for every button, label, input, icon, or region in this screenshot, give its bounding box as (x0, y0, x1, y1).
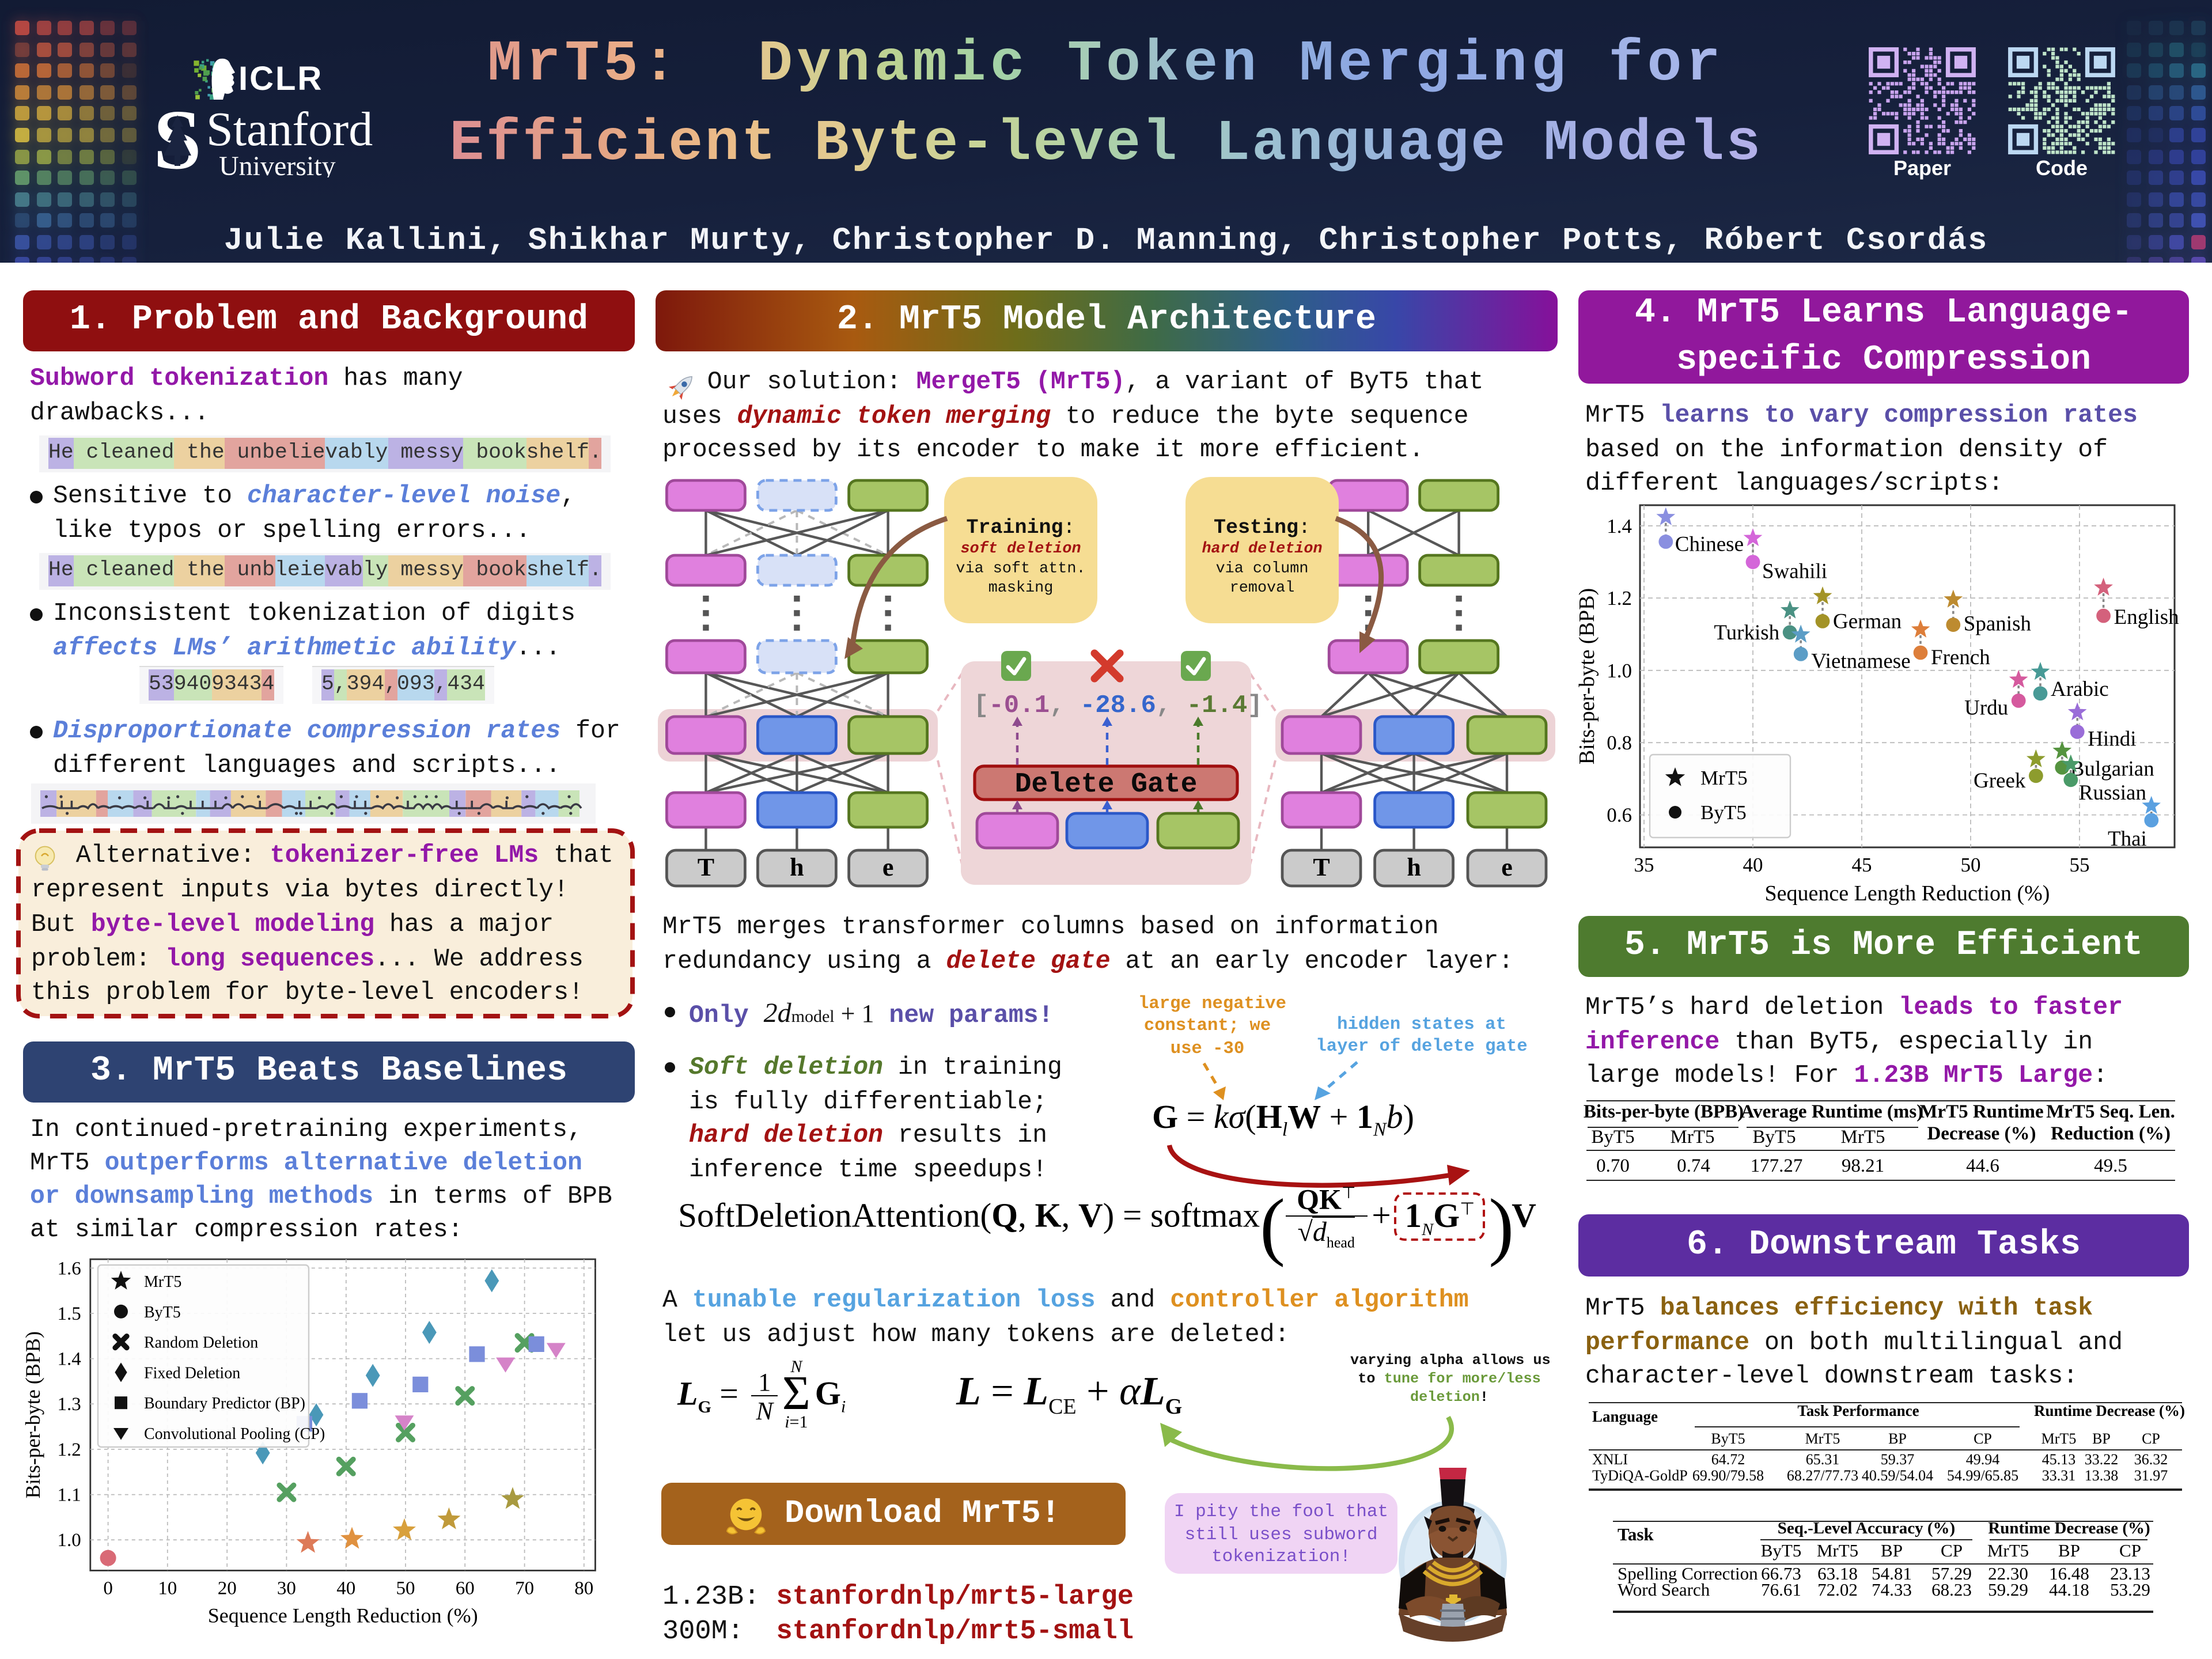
svg-text:[-0.1, -28.6, -1.4]: [-0.1, -28.6, -1.4] (974, 691, 1263, 720)
svg-text:ByT5: ByT5 (1700, 801, 1747, 824)
svg-text:0.8: 0.8 (1607, 732, 1632, 754)
svg-text:1.2: 1.2 (1607, 587, 1632, 609)
svg-text:English: English (2114, 605, 2180, 629)
svg-text:ICLR: ICLR (238, 60, 323, 97)
svg-text:h: h (1407, 853, 1421, 881)
svg-text:T: T (698, 853, 714, 881)
svg-text:Stanford: Stanford (206, 104, 373, 156)
svg-text:hard deletion: hard deletion (1202, 540, 1322, 558)
svg-text:1.0: 1.0 (1607, 660, 1632, 682)
svg-text:80: 80 (574, 1578, 593, 1599)
svg-text:Hindi: Hindi (2088, 727, 2136, 751)
svg-text:Swahili: Swahili (1762, 560, 1827, 584)
svg-text:1.2: 1.2 (58, 1440, 81, 1460)
svg-text:40: 40 (1743, 854, 1763, 876)
svg-text:h: h (790, 853, 804, 881)
svg-text:1.4: 1.4 (58, 1349, 81, 1370)
svg-text:Bits-per-byte (BPB): Bits-per-byte (BPB) (21, 1331, 44, 1498)
svg-text:30: 30 (277, 1578, 296, 1599)
svg-text:55: 55 (2070, 854, 2090, 876)
svg-text:1.5: 1.5 (58, 1304, 81, 1324)
svg-text:1.0: 1.0 (58, 1530, 81, 1551)
svg-text:70: 70 (515, 1578, 534, 1599)
svg-text:45: 45 (1852, 854, 1872, 876)
svg-text:40: 40 (336, 1578, 355, 1599)
svg-text:Spanish: Spanish (1964, 612, 2032, 636)
svg-text:20: 20 (218, 1578, 237, 1599)
svg-text:50: 50 (396, 1578, 415, 1599)
svg-text:1.3: 1.3 (58, 1394, 81, 1415)
svg-text:masking: masking (988, 579, 1054, 597)
svg-text:Boundary Predictor (BP): Boundary Predictor (BP) (144, 1395, 305, 1412)
svg-text:French: French (1931, 646, 1990, 669)
svg-text:Arabic: Arabic (2051, 677, 2109, 701)
svg-text:Training:: Training: (966, 516, 1075, 539)
svg-text:0.6: 0.6 (1607, 804, 1632, 827)
svg-text:0: 0 (103, 1578, 113, 1599)
svg-text:Thai: Thai (2108, 827, 2147, 851)
svg-text:Urdu: Urdu (1964, 696, 2008, 719)
svg-text:via soft attn.: via soft attn. (956, 560, 1085, 577)
svg-text:Random Deletion: Random Deletion (144, 1334, 258, 1352)
svg-text:MrT5: MrT5 (1700, 767, 1748, 789)
svg-text:University: University (219, 151, 336, 177)
svg-text:soft deletion: soft deletion (960, 540, 1081, 558)
svg-text:Sequence Length Reduction (%): Sequence Length Reduction (%) (208, 1604, 478, 1627)
svg-text:1.4: 1.4 (1607, 515, 1632, 537)
svg-text:Vietnamese: Vietnamese (1811, 649, 1910, 673)
svg-text:e: e (1501, 853, 1513, 881)
svg-text:Fixed Deletion: Fixed Deletion (144, 1364, 240, 1382)
svg-text:Chinese: Chinese (1675, 532, 1744, 556)
svg-text:German: German (1833, 609, 1902, 633)
svg-text:Greek: Greek (1974, 769, 2026, 793)
svg-text:10: 10 (158, 1578, 177, 1599)
svg-text:Turkish: Turkish (1714, 621, 1779, 645)
svg-text:50: 50 (1961, 854, 1981, 876)
svg-text:Sequence Length Reduction (%): Sequence Length Reduction (%) (1765, 881, 2050, 906)
svg-text:Bits-per-byte (BPB): Bits-per-byte (BPB) (1575, 588, 1599, 764)
svg-text:Bulgarian: Bulgarian (2070, 757, 2154, 781)
svg-text:1.1: 1.1 (58, 1485, 81, 1506)
svg-text:Convolutional Pooling (CP): Convolutional Pooling (CP) (144, 1425, 325, 1443)
svg-text:removal: removal (1230, 579, 1295, 597)
svg-text:T: T (1313, 853, 1330, 881)
svg-text:e: e (882, 853, 894, 881)
svg-text:35: 35 (1634, 854, 1654, 876)
svg-text:MrT5: MrT5 (144, 1273, 181, 1291)
svg-text:Russian: Russian (2079, 781, 2146, 805)
svg-text:via column: via column (1216, 560, 1309, 577)
svg-text:Testing:: Testing: (1214, 516, 1310, 539)
svg-text:Delete Gate: Delete Gate (1015, 769, 1198, 800)
svg-text:1.6: 1.6 (58, 1258, 81, 1279)
svg-text:60: 60 (456, 1578, 475, 1599)
svg-text:ByT5: ByT5 (144, 1304, 181, 1321)
